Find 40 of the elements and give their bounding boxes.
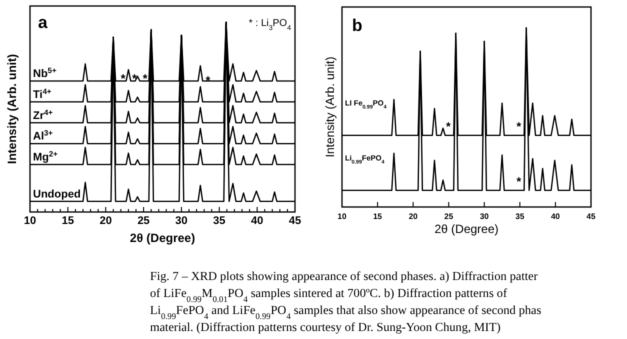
annotation: * bbox=[446, 120, 452, 134]
x-tick-label: 30 bbox=[175, 215, 188, 227]
x-axis-title: 2θ (Degree) bbox=[434, 222, 499, 236]
series-label: Mg$^{2+}$ bbox=[33, 149, 58, 164]
x-tick-label: 35 bbox=[213, 215, 226, 227]
caption: Fig. 7 – XRD plots showing appearance of second phases. a) Diffraction patter bbox=[150, 269, 538, 283]
x-tick-label: 20 bbox=[100, 215, 112, 227]
x-tick-label: 10 bbox=[338, 212, 347, 221]
annotation: * bbox=[516, 120, 522, 134]
text: of LiFe$_{0.99}$M$_{0.01}$PO$_{4}$ samples sintered at 700ºC. b) Diffraction patterns of bbox=[150, 286, 508, 304]
series-label: Undoped bbox=[33, 188, 81, 200]
text: Li$_{0.99}$FePO$_{4}$ and LiFe$_{0.99}$PO$_{4}$ samples that also show appearance of second phas bbox=[150, 303, 542, 321]
x-tick-label: 25 bbox=[137, 215, 150, 227]
x-tick-label: 45 bbox=[288, 215, 302, 227]
text: material. (Diffraction patterns courtesy of Dr. Sung-Yoon Chung, MIT) bbox=[150, 320, 501, 334]
chart-title: a bbox=[38, 13, 48, 32]
y-axis-title: Intensity (Arb. unit) bbox=[5, 54, 20, 164]
annotation: * bbox=[132, 72, 138, 86]
annotation: * bbox=[206, 73, 211, 88]
x-tick-label: 45 bbox=[586, 212, 596, 221]
annotation: * bbox=[142, 72, 148, 86]
series-label: Al$^{3+}$ bbox=[33, 128, 54, 143]
x-tick-label: 20 bbox=[408, 212, 418, 221]
x-tick-label: 25 bbox=[444, 212, 454, 221]
chart-title: b bbox=[352, 16, 362, 35]
annotation: * : Li$_{3}$PO$_{4}$ bbox=[248, 18, 292, 32]
x-tick-label: 10 bbox=[24, 215, 36, 227]
x-axis-title: 2θ (Degree) bbox=[130, 231, 196, 245]
y-axis-title: Intensity (Arb. unit) bbox=[323, 56, 338, 158]
x-tick-label: 40 bbox=[251, 215, 264, 227]
annotation: * bbox=[120, 72, 126, 86]
series-label: Nb$^{5+}$ bbox=[33, 65, 57, 80]
x-tick-label: 35 bbox=[515, 212, 525, 221]
series-label: Zr$^{4+}$ bbox=[33, 107, 54, 122]
x-tick-label: 30 bbox=[480, 212, 490, 221]
x-tick-label: 15 bbox=[62, 215, 74, 227]
x-tick-label: 15 bbox=[373, 212, 383, 221]
series-label: Ti$^{4+}$ bbox=[33, 86, 52, 101]
x-tick-label: 40 bbox=[550, 212, 560, 221]
annotation: * bbox=[516, 174, 522, 189]
